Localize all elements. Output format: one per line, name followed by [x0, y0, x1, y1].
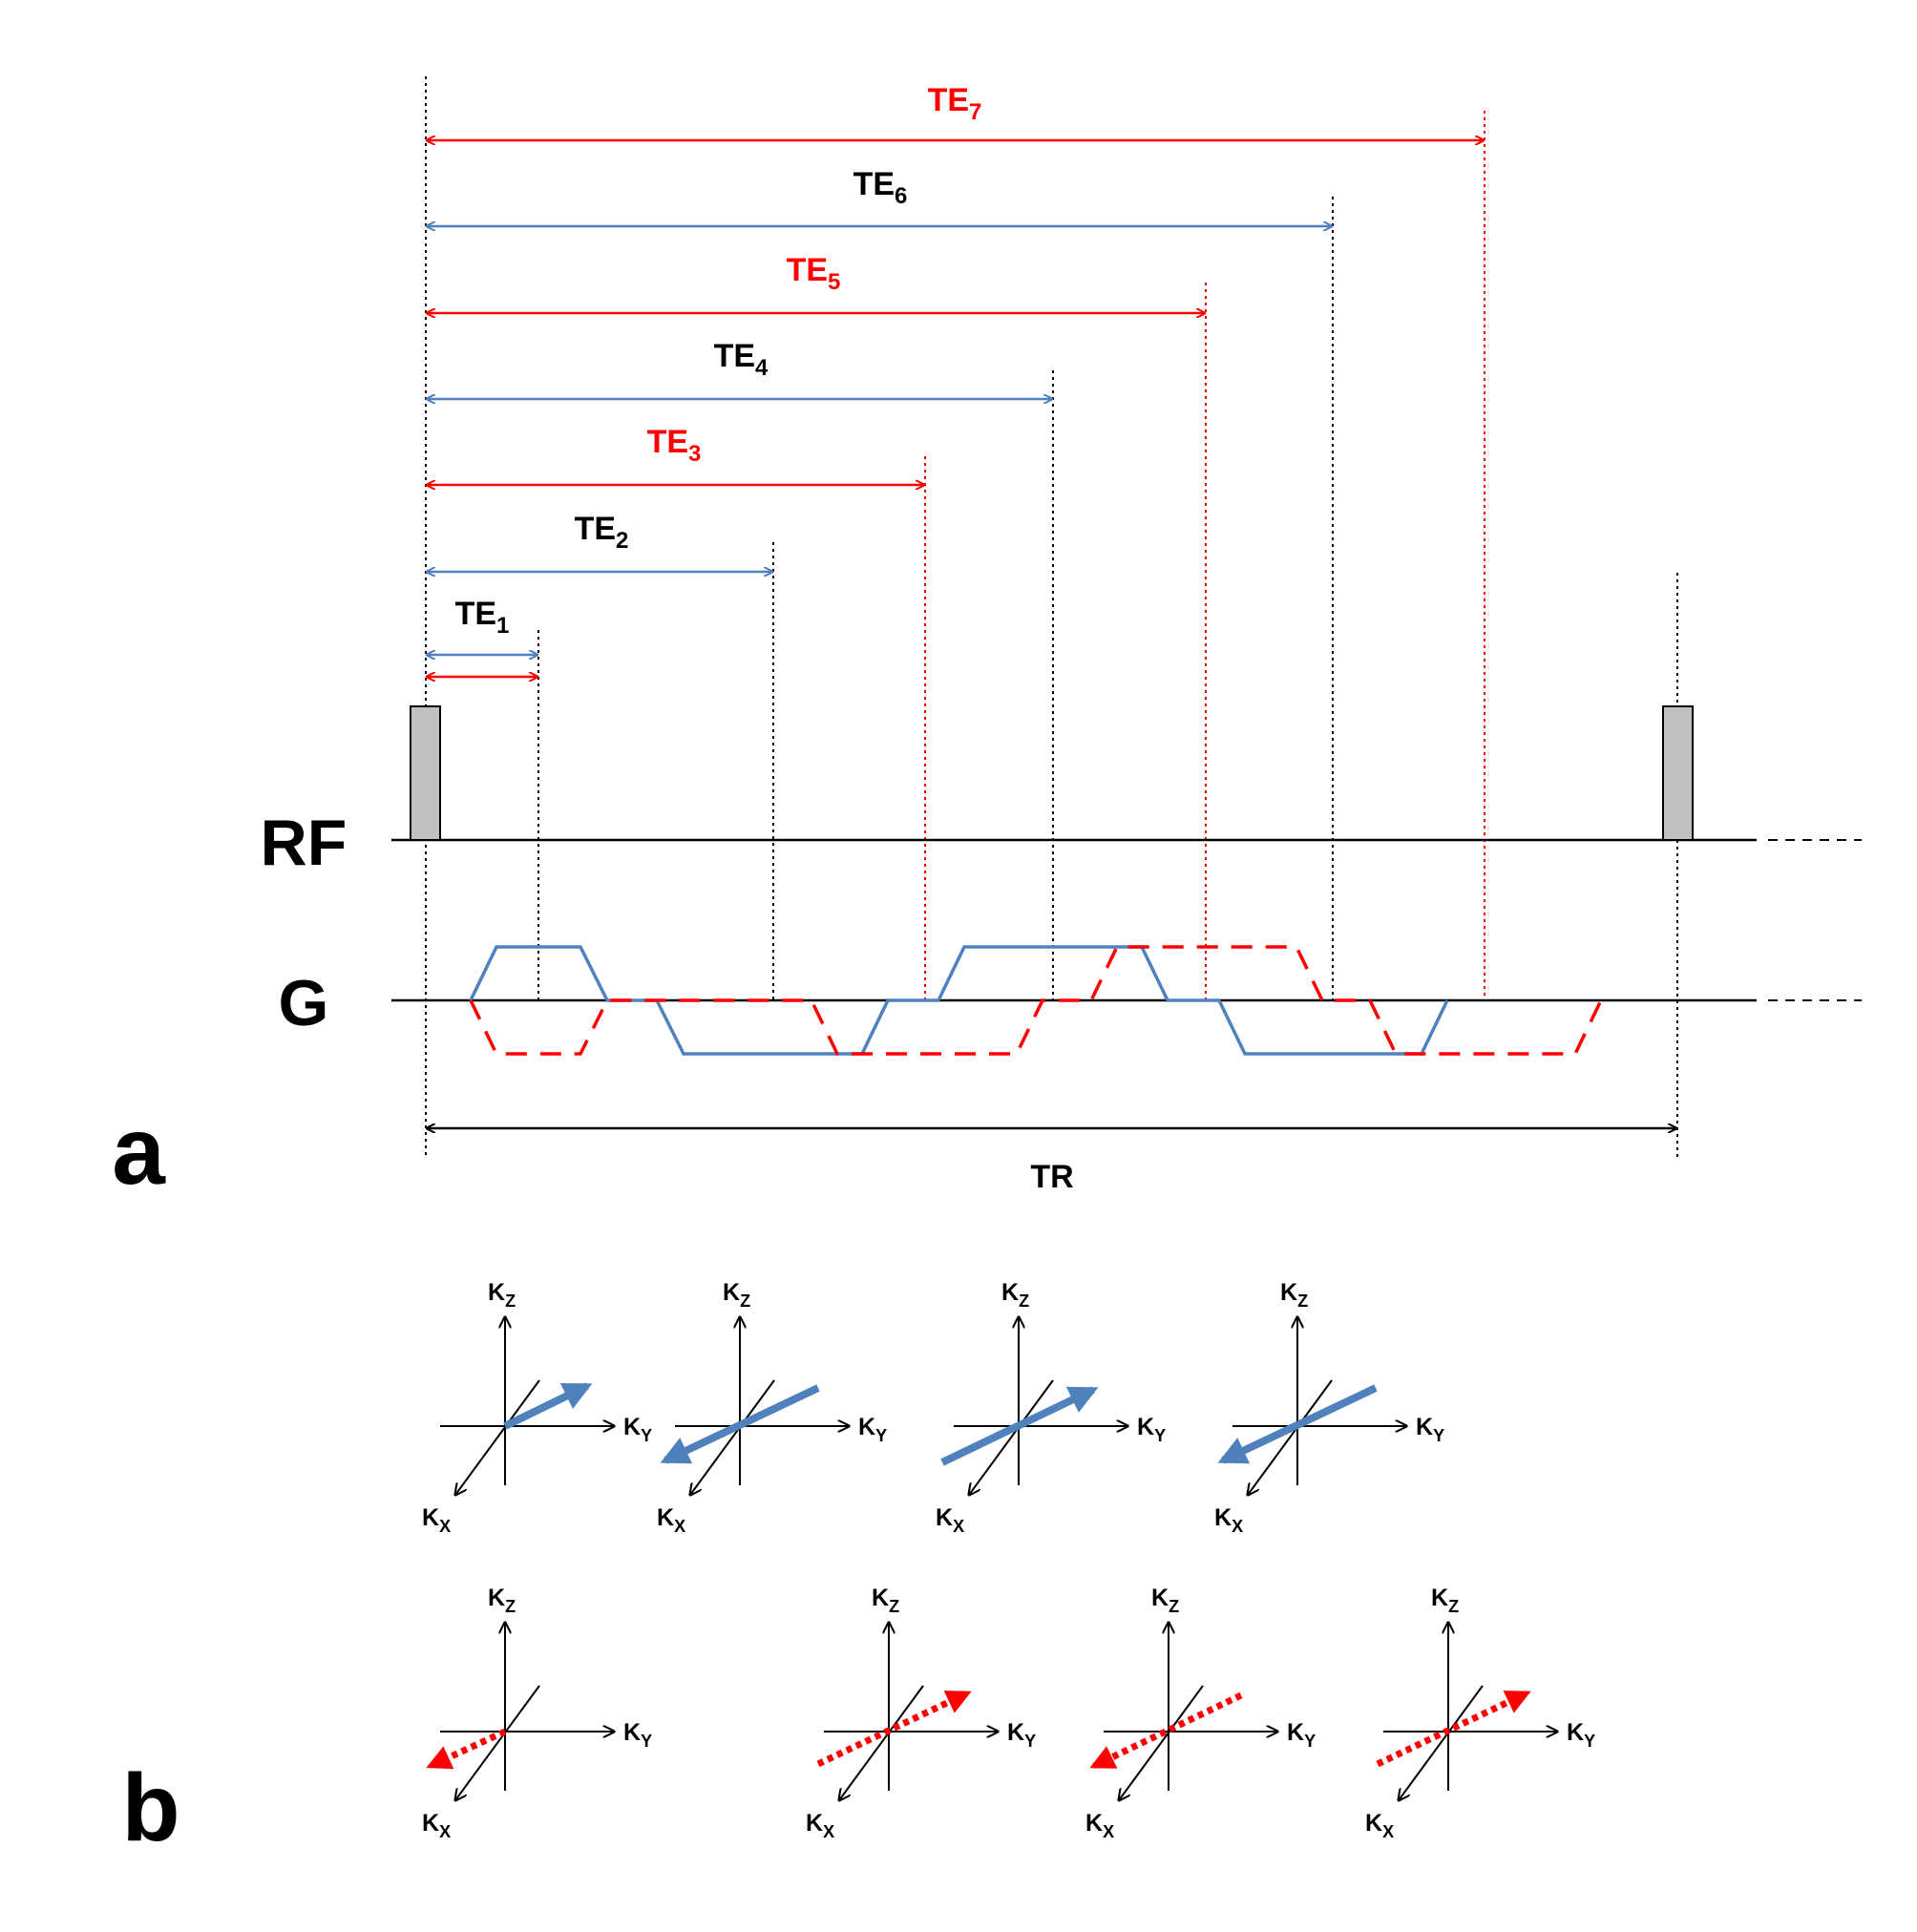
kz-label: KZ	[1280, 1279, 1308, 1311]
ky-label: KY	[1137, 1414, 1166, 1445]
kspace-diagram-blue-2: KZ KY KX	[657, 1279, 887, 1536]
panel-b-label: b	[121, 1754, 179, 1861]
ky-label: KY	[1416, 1414, 1444, 1445]
te-labels: TE7 TE6 TE5 TE4 TE3 TE2 TE1	[455, 82, 982, 639]
te2-label: TE2	[575, 511, 629, 554]
trajectory-arrow	[426, 1728, 507, 1770]
tr-label: TR	[1030, 1159, 1073, 1195]
kx-label: KX	[806, 1810, 834, 1841]
te1-label: TE1	[455, 596, 510, 639]
rf-channel: RF	[261, 705, 1862, 879]
kz-label: KZ	[1431, 1585, 1459, 1616]
kx-label: KX	[1214, 1504, 1243, 1536]
rf-label: RF	[261, 807, 348, 879]
te7-label: TE7	[928, 82, 982, 125]
te3-label: TE3	[647, 424, 702, 467]
g-label: G	[279, 967, 329, 1040]
kspace-axes	[1232, 1317, 1406, 1495]
kspace-diagram-red-3: KZ KY KX	[1085, 1585, 1316, 1841]
kx-axis	[690, 1379, 775, 1495]
rf-pulse-1	[410, 705, 441, 841]
trajectory-arrow	[816, 1690, 972, 1768]
ky-label: KY	[1007, 1719, 1036, 1751]
kx-label: KX	[1085, 1810, 1114, 1841]
kx-axis	[1399, 1685, 1484, 1800]
kx-label: KX	[422, 1810, 451, 1841]
kx-label: KX	[1365, 1810, 1394, 1841]
kx-axis	[1119, 1685, 1204, 1800]
te4-label: TE4	[714, 338, 769, 381]
panel-a-label: a	[112, 1098, 166, 1205]
kx-axis	[1248, 1379, 1333, 1495]
kx-axis	[455, 1685, 540, 1800]
kz-label: KZ	[488, 1279, 516, 1311]
kz-label: KZ	[1151, 1585, 1179, 1616]
gradient-channel: G	[279, 945, 1862, 1056]
kz-label: KZ	[723, 1279, 750, 1311]
trajectory-arrow	[940, 1386, 1099, 1466]
panel-a: TE7 TE6 TE5 TE4 TE3 TE2 TE1 RF G TR	[112, 76, 1862, 1205]
ky-label: KY	[623, 1414, 652, 1445]
time-markers	[425, 76, 1678, 1157]
kspace-diagram-red-1: KZ KY KX	[422, 1585, 652, 1841]
kx-label: KX	[657, 1504, 685, 1536]
kx-label: KX	[936, 1504, 964, 1536]
trajectory-arrow	[660, 1384, 820, 1464]
kspace-axes	[954, 1317, 1127, 1495]
trajectory-arrow	[1217, 1384, 1378, 1464]
kspace-diagram-blue-3: KZ KY KX	[936, 1279, 1166, 1536]
gradient-waveform-red	[469, 945, 1603, 1056]
kx-label: KX	[422, 1504, 451, 1536]
kspace-axes	[824, 1623, 998, 1800]
panel-b: KZ KY KX KZ KY KX	[121, 1279, 1595, 1861]
tr-indicator: TR	[427, 1128, 1676, 1195]
kspace-axes	[440, 1623, 614, 1800]
te-arrows	[427, 140, 1484, 677]
kspace-axes	[675, 1317, 849, 1495]
trajectory-arrow	[503, 1382, 593, 1430]
kspace-axes	[1104, 1623, 1277, 1800]
ky-label: KY	[858, 1414, 887, 1445]
kx-axis	[969, 1379, 1054, 1495]
kspace-diagram-red-2: KZ KY KX	[806, 1585, 1036, 1841]
kx-axis	[455, 1379, 540, 1495]
trajectory-arrow	[1376, 1690, 1531, 1768]
kz-label: KZ	[1001, 1279, 1029, 1311]
kspace-diagram-blue-1: KZ KY KX	[422, 1279, 652, 1536]
rf-pulse-2	[1662, 705, 1694, 841]
kx-axis	[839, 1685, 924, 1800]
ky-label: KY	[1567, 1719, 1595, 1751]
kspace-axes	[440, 1317, 614, 1495]
kz-label: KZ	[488, 1585, 516, 1616]
te5-label: TE5	[787, 252, 841, 295]
te6-label: TE6	[853, 166, 908, 209]
gradient-waveform-blue	[469, 945, 1449, 1056]
kspace-axes	[1383, 1623, 1557, 1800]
ky-label: KY	[623, 1719, 652, 1751]
kspace-diagram-red-4: KZ KY KX	[1365, 1585, 1595, 1841]
kz-label: KZ	[872, 1585, 899, 1616]
kspace-diagram-blue-4: KZ KY KX	[1214, 1279, 1444, 1536]
ky-label: KY	[1287, 1719, 1316, 1751]
